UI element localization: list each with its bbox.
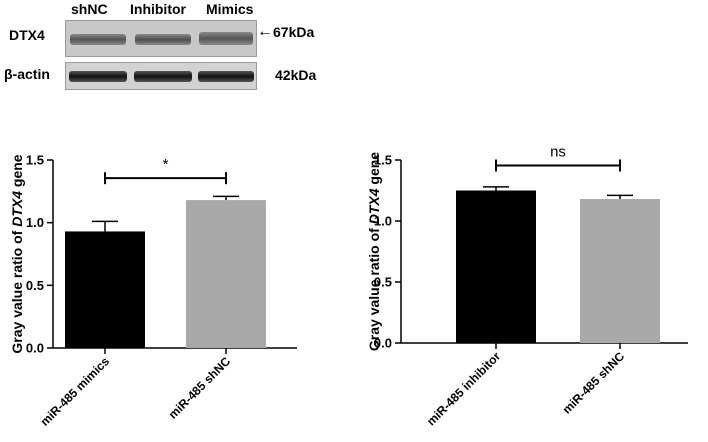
x-tick-label-1-1: miR-485 shNC <box>560 349 628 417</box>
blot-row-label-beta-actin: β-actin <box>4 66 50 82</box>
y-tick-label-1-3: 1.5 <box>374 153 392 168</box>
dtx4-size-label: 67kDa <box>273 24 315 40</box>
y-tick-label-0-3: 1.5 <box>26 153 44 168</box>
y-tick-label-0-1: 0.5 <box>26 278 44 293</box>
dtx4-arrow-icon: ← <box>257 23 273 40</box>
actin-band-shnc <box>69 71 127 82</box>
y-tick-label-0-2: 1.0 <box>26 215 44 230</box>
bar-0-0 <box>65 231 145 348</box>
bar-0-1 <box>186 200 266 348</box>
actin-band-mimics <box>198 71 254 82</box>
y-tick-label-0-0: 0.0 <box>26 341 44 356</box>
actin-band-inhibitor <box>134 71 192 82</box>
bar-1-1 <box>580 199 660 343</box>
y-tick-label-1-0: 0.0 <box>374 336 392 351</box>
dtx4-band-mimics <box>199 32 253 45</box>
y-tick-label-1-1: 0.5 <box>374 275 392 290</box>
y-axis-title-1: Gray value ratio of DTX4 gene <box>366 152 382 351</box>
y-tick-label-1-2: 1.0 <box>374 214 392 229</box>
x-tick-label-1-0: miR-485 inhibitor <box>424 349 503 428</box>
lane-label-inhibitor: Inhibitor <box>130 1 186 17</box>
lane-label-mimics: Mimics <box>206 1 254 17</box>
significance-label-1: ns <box>550 143 566 160</box>
bar-1-0 <box>456 190 536 343</box>
dtx4-band-inhibitor <box>135 34 191 45</box>
lane-label-shnc: shNC <box>71 1 108 17</box>
dtx4-blot-strip <box>65 20 257 57</box>
y-axis-title-0: Gray value ratio of DTX4 gene <box>9 154 25 353</box>
dtx4-band-shnc <box>70 34 126 45</box>
x-tick-label-0-0: miR-485 mimics <box>38 354 113 429</box>
beta-actin-blot-strip <box>65 62 257 90</box>
significance-label-0: * <box>163 156 169 173</box>
beta-actin-size-label: 42kDa <box>275 67 317 83</box>
x-tick-label-0-1: miR-485 shNC <box>166 354 234 422</box>
blot-row-label-dtx4: DTX4 <box>9 27 45 43</box>
